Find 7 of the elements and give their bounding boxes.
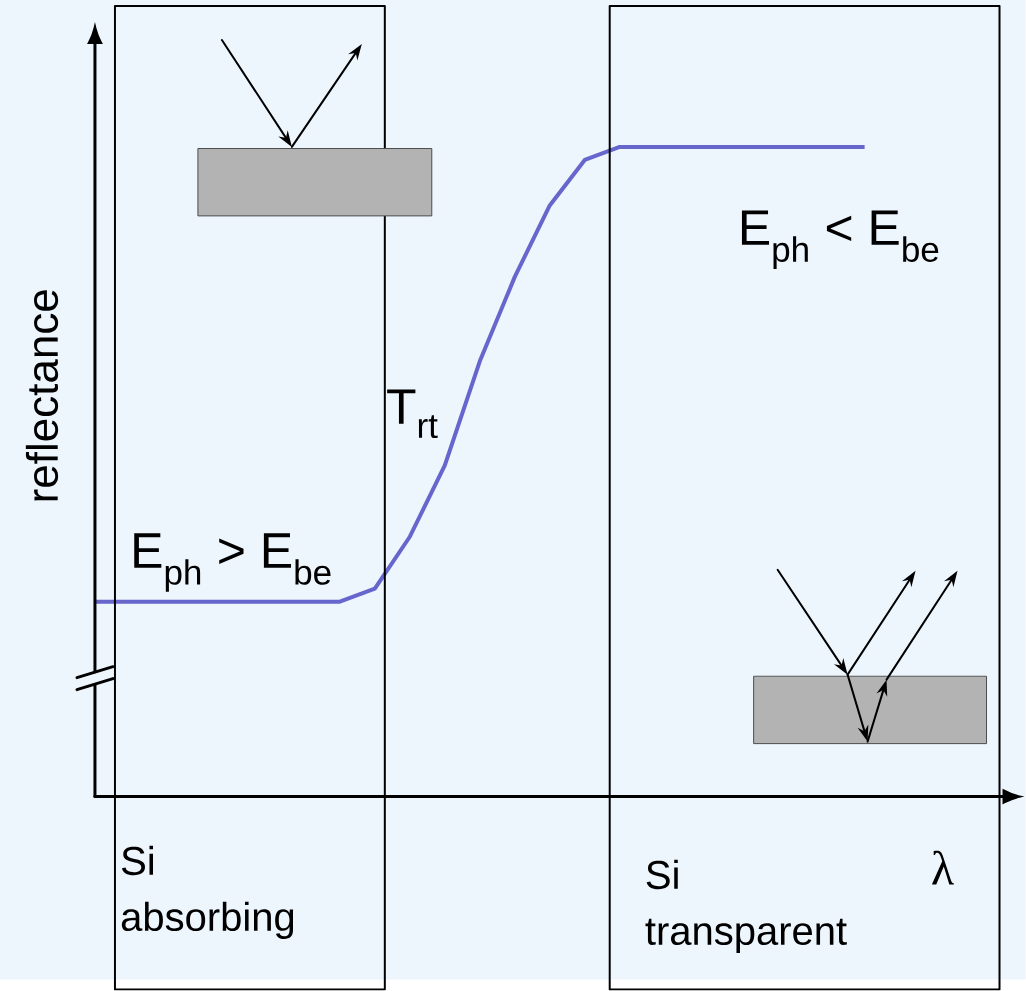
- x-axis-title: λ: [932, 850, 954, 885]
- annotation: E$_{ph}$ < E$_{be}$: [741, 210, 939, 270]
- annotation: E$_{ph}$ > E$_{be}$: [134, 533, 331, 592]
- text: Si absorbing: [121, 846, 294, 940]
- annotation: T$_{rt}$: [387, 389, 438, 439]
- text: Si transparent: [645, 860, 847, 954]
- y-axis-title: reflectance: [25, 290, 59, 501]
